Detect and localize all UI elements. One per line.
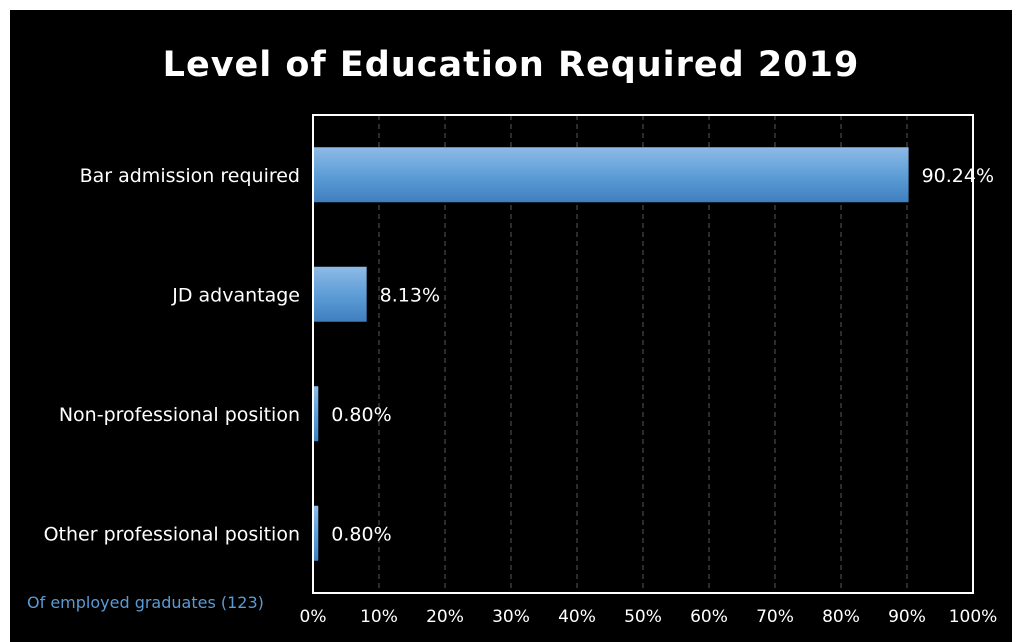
x-tick-label: 70% bbox=[756, 607, 794, 627]
x-tick-label: 40% bbox=[558, 607, 596, 627]
chart-title: Level of Education Required 2019 bbox=[162, 45, 860, 85]
bar bbox=[313, 266, 367, 322]
data-label: 0.80% bbox=[331, 523, 391, 545]
gridlines bbox=[378, 115, 908, 593]
x-tick-label: 90% bbox=[888, 607, 926, 627]
bar bbox=[313, 505, 319, 561]
plot-area-border bbox=[312, 114, 974, 594]
bar bbox=[313, 386, 319, 442]
x-tick-label: 80% bbox=[822, 607, 860, 627]
x-tick-label: 10% bbox=[360, 607, 398, 627]
data-label: 0.80% bbox=[331, 404, 391, 426]
x-tick-label: 30% bbox=[492, 607, 530, 627]
data-labels: 90.24% 8.13% 0.80% 0.80% bbox=[331, 165, 994, 546]
category-label: Bar admission required bbox=[80, 165, 300, 187]
category-label: Non-professional position bbox=[59, 404, 300, 426]
category-label: JD advantage bbox=[171, 284, 300, 306]
x-tick-label: 100% bbox=[949, 607, 998, 627]
bar-chart: Bar admission required JD advantage Non-pr… bbox=[44, 114, 998, 627]
bars bbox=[313, 147, 909, 561]
bar bbox=[313, 147, 909, 203]
x-tick-label: 20% bbox=[426, 607, 464, 627]
x-axis-tick-labels: 0% 10% 20% 30% 40% 50% 60% 70% 80% 90% 100% bbox=[300, 607, 998, 627]
footnote: Of employed graduates (123) bbox=[27, 593, 264, 612]
category-labels: Bar admission required JD advantage Non-pr… bbox=[44, 165, 300, 546]
x-tick-label: 0% bbox=[300, 607, 327, 627]
x-tick-label: 50% bbox=[624, 607, 662, 627]
data-label: 8.13% bbox=[380, 284, 440, 306]
chart-area: Level of Education Required 2019 Bar adm… bbox=[10, 10, 1012, 642]
category-label: Other professional position bbox=[44, 523, 300, 545]
x-tick-label: 60% bbox=[690, 607, 728, 627]
data-label: 90.24% bbox=[922, 165, 994, 187]
